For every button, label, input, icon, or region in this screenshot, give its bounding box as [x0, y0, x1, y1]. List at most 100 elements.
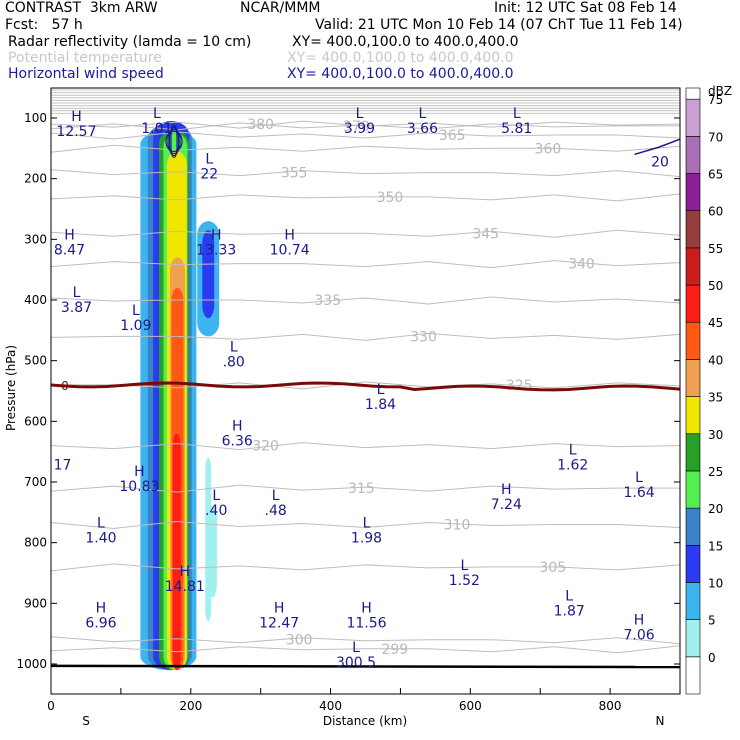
x-end-right: N — [656, 714, 665, 728]
wind-label-value-31: 20 — [651, 154, 669, 170]
wind-label-type-19: L — [363, 516, 371, 532]
theta-label-305: 305 — [539, 560, 566, 576]
wind-label-value-24: 14.81 — [165, 579, 205, 595]
wind-label-type-7: H — [64, 227, 75, 243]
colorbar-label-75: 75 — [708, 93, 723, 107]
wind-label-value-8: 13.33 — [196, 242, 236, 258]
wind-max-contour-3 — [165, 130, 183, 153]
wind-label-type-24: H — [180, 564, 191, 580]
theta-contour-300 — [51, 636, 680, 645]
wind-label-type-18: L — [97, 516, 105, 532]
wind-label-value-27: 11.56 — [346, 615, 386, 631]
wind-label-type-6: L — [513, 106, 521, 122]
theta-label-320: 320 — [252, 439, 279, 455]
field-wind-xy: XY= 400.0,100.0 to 400.0,400.0 — [287, 66, 514, 82]
wind-label-type-16: L — [212, 488, 220, 504]
y-tick-label-900: 900 — [24, 596, 47, 610]
colorbar-swatch-35 — [685, 396, 701, 435]
theta-contour-340 — [51, 260, 680, 269]
refl-50 — [172, 433, 181, 671]
wind-label-value-7: 8.47 — [54, 242, 85, 258]
wind-label-value-22: 1.64 — [623, 485, 654, 501]
x-tick-label-600: 600 — [459, 699, 482, 713]
wind-max-contour-2 — [167, 128, 181, 155]
colorbar-label-20: 20 — [708, 502, 723, 516]
field-theta-xy: XY= 400.0,100.0 to 400.0,400.0 — [287, 50, 514, 66]
colorbar-swatch-55 — [685, 247, 701, 286]
wind-label-value-29: 7.06 — [623, 628, 654, 644]
wind-label-value-18: 1.40 — [85, 531, 116, 547]
theta-contour-315 — [51, 484, 680, 493]
wind-label-value-2: 22 — [200, 167, 218, 183]
wind-label-type-22: L — [635, 470, 643, 486]
theta-contour-360 — [51, 144, 680, 153]
wind-label-type-3: H — [284, 227, 295, 243]
wind-label-type-17: L — [272, 488, 280, 504]
theta-label-325: 325 — [506, 378, 533, 394]
wind-label-type-13: H — [232, 418, 243, 434]
wind-label-value-0: 12.57 — [56, 124, 96, 140]
wind-label-type-29: H — [634, 613, 645, 629]
x-tick-label-400: 400 — [319, 699, 342, 713]
colorbar-label-50: 50 — [708, 279, 723, 293]
plot-frame — [50, 87, 681, 695]
colorbar-swatch-70 — [685, 136, 701, 174]
theta-label-330: 330 — [410, 329, 437, 345]
wind-label-value-30: 300.5 — [336, 655, 376, 671]
wind-label-type-15: H — [134, 464, 145, 480]
colorbar-swatch-0 — [685, 656, 701, 695]
y-tick-label-600: 600 — [24, 414, 47, 428]
wind-label-type-2: L — [205, 152, 213, 168]
theta-contour-335 — [51, 296, 680, 305]
colorbar-swatch-45 — [685, 321, 701, 360]
wind-label-type-11: L — [230, 340, 238, 356]
y-axis-title: Pressure (hPa) — [4, 345, 18, 431]
colorbar-swatch-60 — [685, 210, 701, 249]
wind-label-value-19: 1.98 — [351, 531, 382, 547]
field-reflectivity-name: Radar reflectivity (lamda = 10 cm) — [8, 34, 252, 50]
valid-time: Valid: 21 UTC Mon 10 Feb 14 (07 ChT Tue … — [315, 17, 683, 33]
colorbar-label-70: 70 — [708, 130, 723, 144]
wind-label-value-9: 3.87 — [61, 300, 92, 316]
colorbar-label-10: 10 — [708, 576, 723, 590]
y-tick-label-200: 200 — [24, 172, 47, 186]
theta-contour-305 — [51, 563, 680, 572]
x-tick-label-0: 0 — [47, 699, 55, 713]
colorbar-swatch-50 — [685, 284, 701, 323]
refl-shaft-b-5 — [205, 457, 212, 622]
ground-line — [51, 664, 680, 669]
wind-label-value-3: 10.74 — [270, 242, 310, 258]
theta-label-340: 340 — [568, 257, 595, 273]
theta-contour-370 — [51, 122, 680, 131]
extra-lines: 0 — [51, 124, 680, 669]
wind-label-value-21: 1.62 — [557, 458, 588, 474]
freezing-level-label: 0 — [61, 379, 69, 393]
wind-label-value-17: .48 — [265, 503, 287, 519]
freezing-level-line — [51, 381, 680, 392]
model-title: CONTRAST 3km ARW — [5, 0, 158, 16]
colorbar-label-60: 60 — [708, 205, 723, 219]
wind-label-value-4: 3.99 — [344, 121, 375, 137]
colorbar-swatch-5 — [685, 619, 701, 658]
colorbar-label-5: 5 — [708, 614, 716, 628]
wind-label-type-0: H — [71, 109, 82, 125]
colorbar-label-30: 30 — [708, 428, 723, 442]
colorbar-label-65: 65 — [708, 168, 723, 182]
colorbar-swatch-65 — [685, 173, 701, 211]
colorbar-label-35: 35 — [708, 391, 723, 405]
wind-label-value-10: 1.09 — [120, 318, 151, 334]
theta-label-315: 315 — [348, 481, 375, 497]
wind-label-type-28: L — [565, 588, 573, 604]
wind-label-type-23: L — [460, 558, 468, 574]
colorbar-label-45: 45 — [708, 316, 723, 330]
theta-contour-350 — [51, 193, 680, 202]
wind-label-value-25: 6.96 — [85, 615, 116, 631]
x-axis-title: Distance (km) — [323, 714, 407, 728]
colorbar-swatch-10 — [685, 582, 701, 620]
wind-label-value-28: 1.87 — [554, 603, 585, 619]
wind-label-type-12: L — [377, 382, 385, 398]
theta-label-335: 335 — [314, 293, 341, 309]
wind-labels: H12.57L1.01L22H10.74L3.99L3.66L5.81H8.47… — [54, 106, 669, 671]
